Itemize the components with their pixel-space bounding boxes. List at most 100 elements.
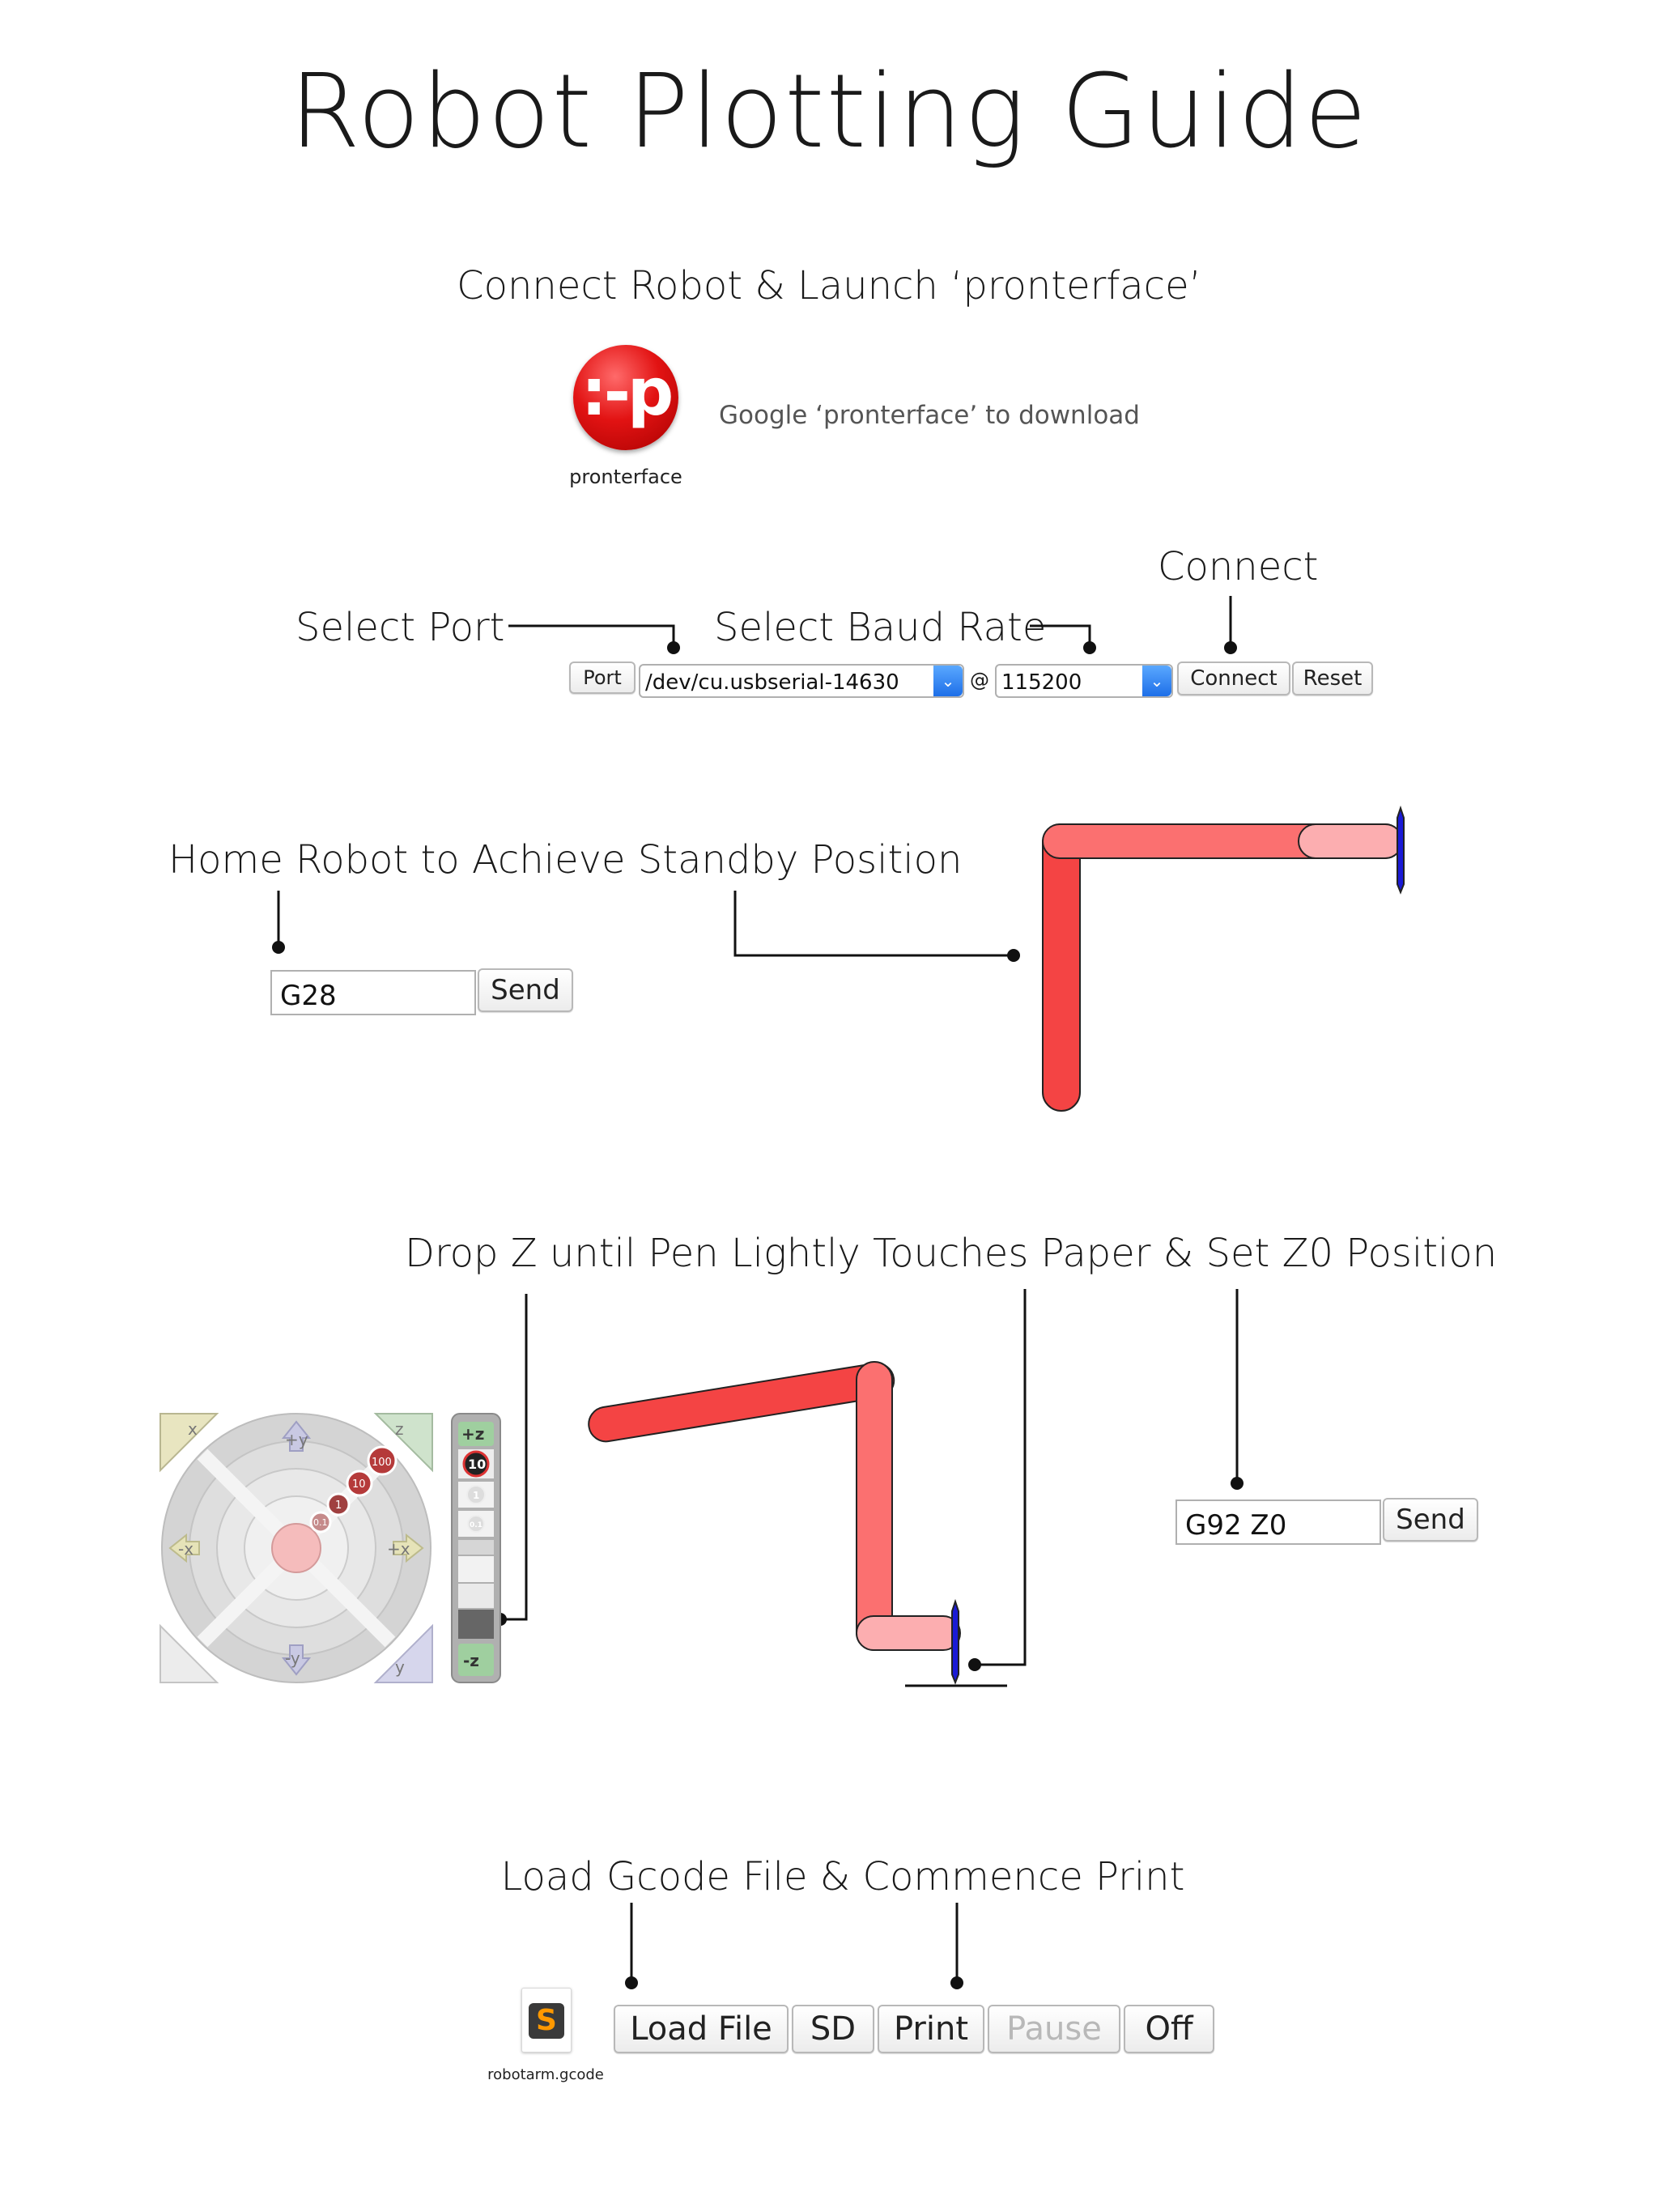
baud-select-value: 115200 [1001,670,1082,695]
port-button[interactable]: Port [569,661,636,694]
step-0.1-icon [309,1511,332,1534]
step-1-icon [326,1492,351,1516]
baud-leader-line [1030,624,1091,648]
select-baud-label: Select Baud Rate [714,605,1047,650]
pause-button[interactable]: Pause [988,2005,1120,2053]
off-button[interactable]: Off [1124,2005,1214,2053]
arm-down-segment-3 [856,1615,961,1651]
pronterface-app-name: pronterface [569,466,682,488]
arm-standby-segment-3 [1298,823,1403,859]
z-step-1-label: 1 [473,1490,479,1501]
port-dropdown-icon[interactable]: ⌄ [933,666,963,696]
home-x-corner [159,1413,219,1473]
z-jog-control [451,1413,501,1683]
g28-send-button[interactable]: Send [478,968,573,1012]
jog-plus-y-arrow [281,1420,312,1452]
step-1-label: 1 [335,1499,342,1512]
zjog-leader-line [500,1294,528,1621]
home-z-label: z [395,1419,404,1439]
connect-leader-dot [1224,641,1237,654]
gcode-file-name: robotarm.gcode [487,2066,604,2083]
load-leader-dot [625,1976,638,1989]
z-down-0.1 [458,1556,494,1582]
connect-label: Connect [1158,544,1319,589]
xy-jog-control [159,1413,433,1683]
baud-dropdown-icon[interactable]: ⌄ [1142,666,1171,696]
print-button[interactable]: Print [878,2005,984,2053]
sd-button[interactable]: SD [792,2005,874,2053]
z-step-0.1-icon [467,1515,485,1533]
gcode-file-icon[interactable]: S [521,1988,572,2052]
step5-heading: Load Gcode File & Commence Print [500,1854,1185,1899]
arm-down-segment-1 [588,1362,895,1443]
jog-minus-y-label: -y [285,1648,300,1668]
jog-minus-x-arrow [168,1533,200,1563]
g92-command-value: G92 Z0 [1185,1509,1287,1542]
step-10-icon [346,1470,373,1497]
select-port-label: Select Port [295,605,505,650]
z-minus-button-bg [458,1644,494,1676]
page-title: Robot Plotting Guide [289,52,1369,171]
port-leader-line [508,624,675,648]
z-step-0.1-label: 0.1 [470,1521,483,1529]
pronterface-app-icon[interactable]: :-p [573,345,678,450]
jog-center [271,1523,321,1573]
arm-standby-segment-1 [1042,823,1081,1112]
jog-minus-y-arrow [281,1644,312,1676]
z-down-10 [458,1610,494,1639]
home-y-corner [373,1623,433,1683]
port-select-value: /dev/cu.usbserial-14630 [645,670,899,695]
home-z-corner [373,1413,433,1473]
sublime-logo-icon: S [529,2003,564,2039]
z-plus-label: +z [461,1424,484,1444]
step4-heading: Drop Z until Pen Lightly Touches Paper &… [405,1231,1498,1276]
z-step-1-icon [466,1485,486,1504]
home-y-label: y [395,1657,405,1677]
port-select[interactable]: /dev/cu.usbserial-14630 ⌄ [639,664,964,698]
arm-down-segment-2 [856,1361,893,1651]
robot-arm-pen-down [588,1361,1007,1687]
download-note: Google ‘pronterface’ to download [719,401,1140,430]
z-minus-label: -z [463,1651,479,1670]
connect-button[interactable]: Connect [1177,661,1290,696]
g28-command-value: G28 [280,980,337,1012]
g28-leader-dot [272,941,285,954]
pen-leader-line [975,1289,1027,1666]
step3-heading: Home Robot to Achieve Standby Position [168,837,963,883]
reset-button[interactable]: Reset [1292,661,1373,696]
step-100-icon [367,1445,397,1476]
standby-leader-dot [1007,949,1020,962]
jog-plus-x-arrow [393,1533,424,1563]
z-down-1 [458,1584,494,1608]
g92-leader-dot [1231,1477,1244,1490]
pen-down [951,1598,959,1685]
robot-arm-standby [1042,805,1405,1112]
jog-plus-y-label: +y [285,1430,308,1449]
port-leader-dot [667,641,680,654]
z-jog-labels: +z -z 10 1 0.1 [461,1424,486,1670]
baud-leader-dot [1083,641,1096,654]
print-leader-dot [950,1976,963,1989]
g28-command-field[interactable]: G28 [270,970,476,1015]
jog-plus-x-label: +x [387,1539,410,1559]
pronterface-icon-glyph: :-p [580,355,674,430]
step-10-label: 10 [352,1478,366,1491]
home-x-label: x [188,1419,198,1439]
jog-minus-x-label: -x [178,1539,193,1559]
g92-command-field[interactable]: G92 Z0 [1175,1499,1381,1545]
pen-standby [1397,805,1405,895]
step1-heading: Connect Robot & Launch ‘pronterface’ [457,263,1201,308]
load-file-button[interactable]: Load File [614,2005,789,2053]
z-step-10-label: 10 [468,1457,486,1472]
pen-leader-dot [968,1658,981,1671]
standby-leader-line [733,891,1014,957]
home-all-corner [159,1623,219,1683]
baud-select[interactable]: 115200 ⌄ [995,664,1173,698]
xy-jog-labels: +y -y +x -x x z y 100 10 1 0.1 [178,1419,410,1677]
g92-send-button[interactable]: Send [1383,1498,1478,1542]
at-sign: @ [970,669,989,691]
step-100-label: 100 [372,1457,392,1469]
z-step-10-icon [462,1450,490,1478]
step-0.1-label: 0.1 [313,1517,328,1528]
